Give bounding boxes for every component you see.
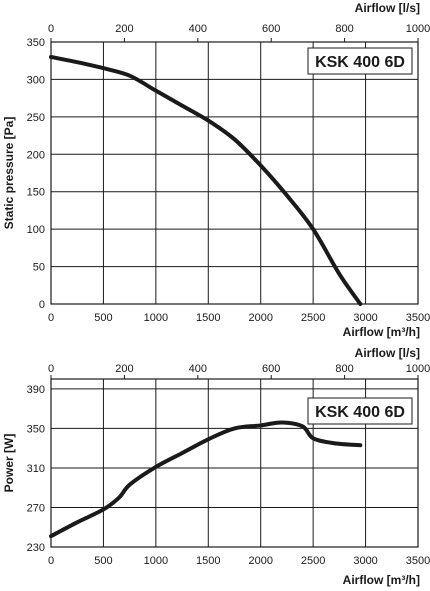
- x2-tick-label: 0: [48, 23, 54, 35]
- y-tick-label: 350: [27, 37, 45, 49]
- y-tick-label: 390: [27, 384, 45, 396]
- x2-tick-label: 800: [335, 363, 353, 375]
- y-tick-label: 270: [27, 502, 45, 514]
- model-label-box: [307, 47, 413, 75]
- y-tick-label: 150: [27, 187, 45, 199]
- model-label-box: [307, 397, 413, 425]
- series-line: [49, 54, 363, 306]
- x2-axis-title: Airflow [l/s]: [355, 1, 420, 15]
- x-tick-label: 3500: [406, 312, 430, 324]
- x2-tick-label: 1000: [406, 363, 430, 375]
- y-axis-title: Static pressure [Pa]: [2, 117, 16, 230]
- x-tick-label: 0: [48, 312, 54, 324]
- x-tick-label: 1500: [196, 312, 220, 324]
- x-tick-label: 3000: [353, 312, 377, 324]
- x-tick-label: 1000: [144, 312, 168, 324]
- y-tick-label: 100: [27, 224, 45, 236]
- x2-tick-label: 200: [115, 23, 133, 35]
- plot-frame: [50, 378, 419, 548]
- x-axis-title: Airflow [m³/h]: [343, 325, 420, 339]
- y-tick-label: 50: [33, 262, 45, 274]
- x-tick-label: 3500: [406, 555, 430, 567]
- x2-axis-title: Airflow [l/s]: [355, 346, 420, 360]
- x-tick-label: 500: [94, 312, 112, 324]
- x2-tick-label: 600: [262, 363, 280, 375]
- x-axis-title: Airflow [m³/h]: [343, 573, 420, 587]
- y-tick-label: 200: [27, 149, 45, 161]
- x-tick-label: 500: [94, 555, 112, 567]
- x-tick-label: 1500: [196, 555, 220, 567]
- x2-tick-label: 1000: [406, 23, 430, 35]
- y-axis-title: Power [W]: [2, 434, 16, 493]
- x2-tick-label: 200: [115, 363, 133, 375]
- x2-tick-label: 0: [48, 363, 54, 375]
- x2-tick-label: 600: [262, 23, 280, 35]
- x-tick-label: 1000: [144, 555, 168, 567]
- y-tick-label: 300: [27, 74, 45, 86]
- plot-frame: [50, 41, 419, 305]
- x-tick-label: 3000: [353, 555, 377, 567]
- x-tick-label: 2000: [248, 312, 272, 324]
- x-tick-label: 0: [48, 555, 54, 567]
- y-tick-label: 310: [27, 463, 45, 475]
- y-tick-label: 0: [39, 299, 45, 311]
- series-line: [49, 420, 363, 539]
- x2-tick-label: 400: [189, 23, 207, 35]
- x-tick-label: 2500: [301, 312, 325, 324]
- x2-tick-label: 800: [335, 23, 353, 35]
- x-tick-label: 2500: [301, 555, 325, 567]
- chart-2: 0 200 400 600 800 1000 Airflow [l/s] 0 500 1000 15…: [2, 346, 430, 587]
- model-label: KSK 400 6D: [315, 54, 405, 71]
- y-tick-label: 230: [27, 542, 45, 554]
- x-tick-label: 2000: [248, 555, 272, 567]
- y-tick-label: 350: [27, 423, 45, 435]
- x2-tick-label: 400: [189, 363, 207, 375]
- model-label: KSK 400 6D: [315, 404, 405, 421]
- y-tick-label: 250: [27, 112, 45, 124]
